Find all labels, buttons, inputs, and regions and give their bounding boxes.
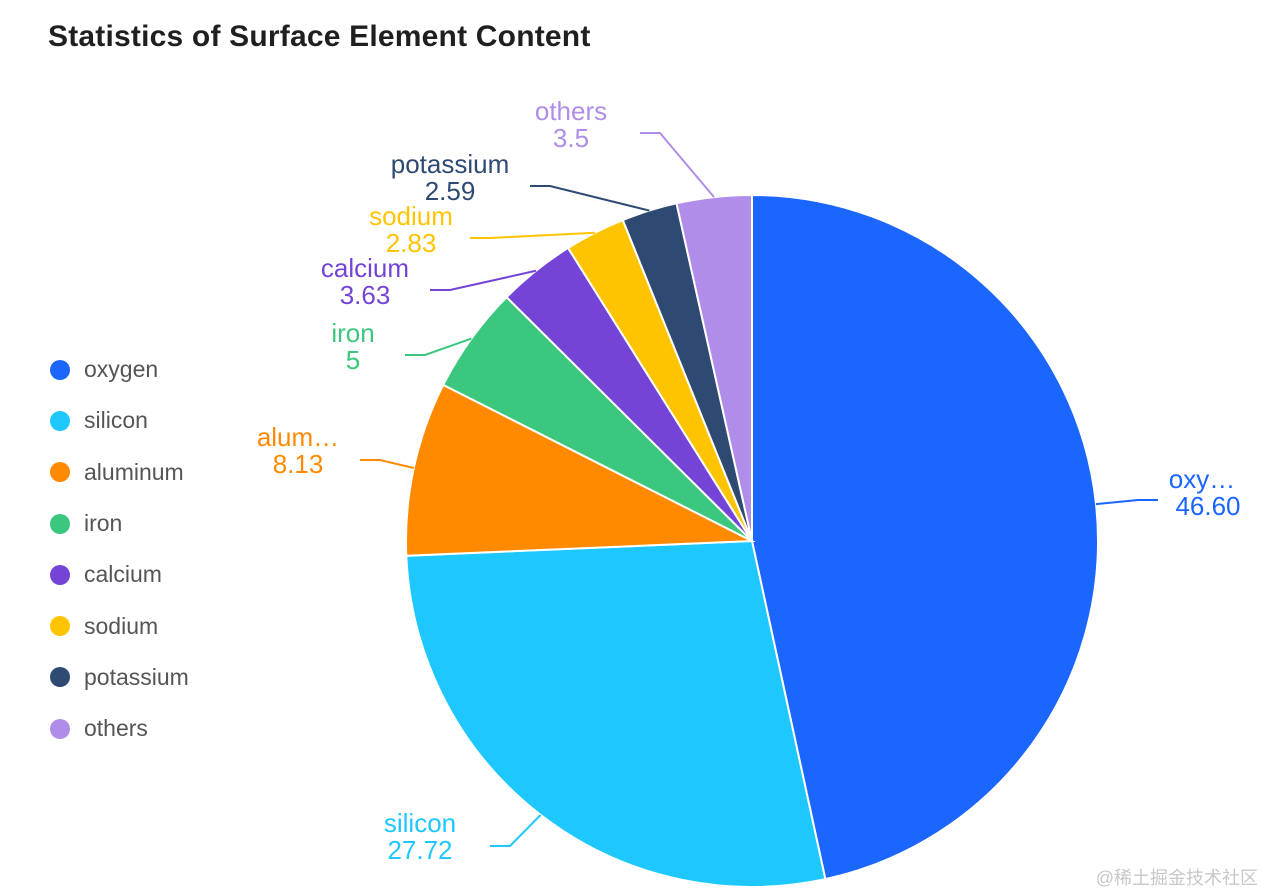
slice-value-iron: 5 [346,345,360,375]
legend-marker-iron [50,513,70,534]
leader-line-potassium [530,185,650,212]
legend-item-iron[interactable]: iron [50,498,189,549]
legend-item-potassium[interactable]: potassium [50,652,189,703]
legend-item-oxygen[interactable]: oxygen [50,344,189,395]
slice-value-oxygen: 46.60 [1175,491,1240,521]
leader-line-aluminum [360,459,415,469]
legend-marker-potassium [50,667,70,688]
legend-label-oxygen: oxygen [84,356,159,383]
pie-slice-others[interactable] [675,193,753,542]
legend-label-iron: iron [84,510,123,537]
slice-value-potassium: 2.59 [425,176,476,206]
legend-marker-calcium [50,564,70,585]
legend-label-silicon: silicon [84,407,148,434]
leader-line-iron [405,337,472,356]
pie-slice-aluminum[interactable] [405,383,756,557]
legend-label-aluminum: aluminum [84,458,184,485]
legend-marker-aluminum [50,462,70,483]
slice-value-calcium: 3.63 [340,280,391,310]
slice-value-silicon: 27.72 [387,835,452,865]
legend-marker-others [50,718,70,739]
slice-label-others: others [535,96,607,126]
slice-label-potassium: potassium [391,149,510,179]
slice-label-iron: iron [331,318,374,348]
legend-marker-sodium [50,616,70,637]
leader-line-oxygen [1095,499,1158,506]
leader-line-others [640,132,715,198]
legend-label-others: others [84,715,148,742]
slice-label-silicon: silicon [384,808,456,838]
legend-item-calcium[interactable]: calcium [50,549,189,600]
slice-value-aluminum: 8.13 [273,449,324,479]
leader-line-silicon [490,814,542,847]
legend-item-others[interactable]: others [50,703,189,754]
chart-title: Statistics of Surface Element Content [48,20,591,53]
watermark: @稀土掘金技术社区 [1095,868,1258,888]
legend-label-potassium: potassium [84,663,189,690]
pie-slice-silicon[interactable] [405,539,827,888]
chart-legend: oxygen silicon aluminum iron calcium sod… [50,344,189,754]
leader-line-sodium [470,231,595,239]
slice-label-calcium: calcium [321,253,409,283]
legend-label-calcium: calcium [84,561,162,588]
slice-value-sodium: 2.83 [386,228,437,258]
slice-value-others: 3.5 [553,123,589,153]
slice-label-aluminum: alum… [257,422,339,452]
leader-line-calcium [430,269,537,291]
legend-marker-oxygen [50,359,70,380]
slice-label-oxygen: oxy… [1169,464,1235,494]
legend-item-sodium[interactable]: sodium [50,600,189,651]
legend-marker-silicon [50,410,70,431]
legend-label-sodium: sodium [84,612,159,639]
legend-item-silicon[interactable]: silicon [50,395,189,446]
legend-item-aluminum[interactable]: aluminum [50,447,189,498]
slice-label-sodium: sodium [369,201,453,231]
